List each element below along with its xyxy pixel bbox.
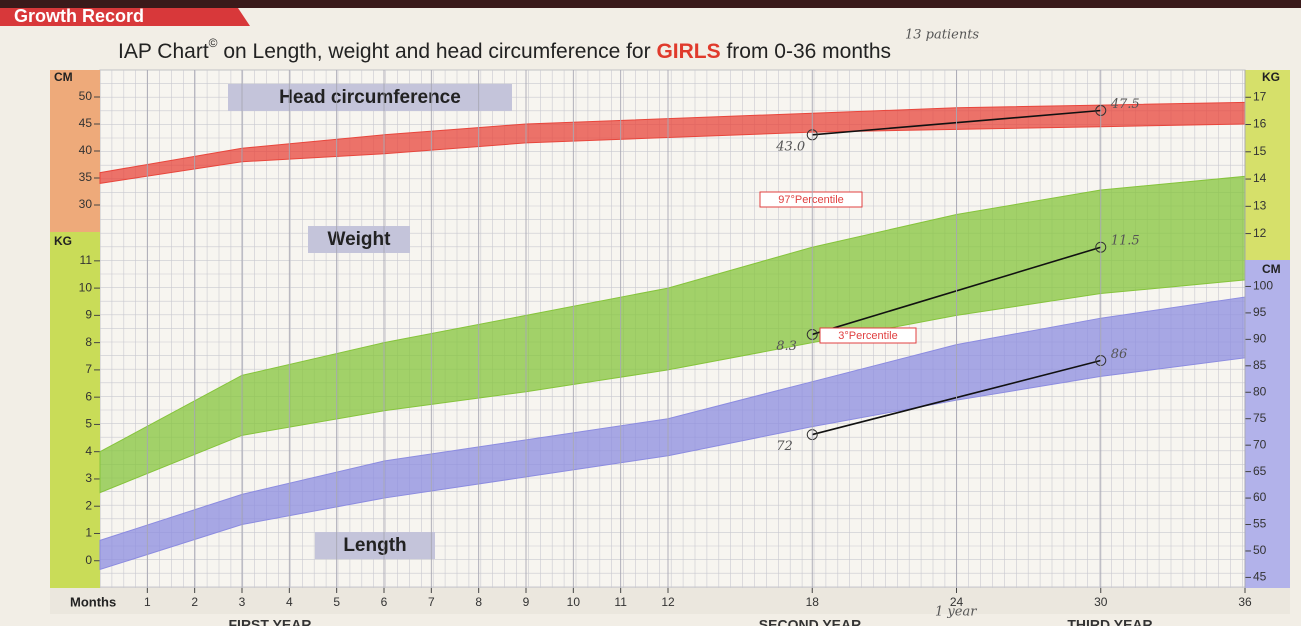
y-tick-label: 35 [79, 170, 93, 184]
y-tick-label: 2 [85, 498, 92, 512]
period-label: FIRST YEAR [229, 617, 312, 626]
point-label: 86 [1111, 347, 1128, 362]
y-tick-label: 85 [1253, 358, 1267, 372]
y-tick-label: 65 [1253, 464, 1267, 478]
x-tick-label: 5 [333, 595, 340, 609]
y-tick-label: 17 [1253, 89, 1267, 103]
y-tick-label: 40 [79, 143, 93, 157]
x-tick-label: 10 [567, 595, 581, 609]
axis-unit: KG [1262, 70, 1280, 84]
y-tick-label: 60 [1253, 490, 1267, 504]
y-tick-label: 4 [85, 444, 92, 458]
point-label: 43.0 [775, 139, 805, 154]
axis-unit: KG [54, 234, 72, 248]
y-tick-label: 70 [1253, 437, 1267, 451]
axis-column [50, 70, 100, 232]
x-tick-label: 9 [523, 595, 530, 609]
y-tick-label: 80 [1253, 384, 1267, 398]
y-tick-label: 8 [85, 335, 92, 349]
y-tick-label: 16 [1253, 117, 1267, 131]
y-tick-label: 55 [1253, 517, 1267, 531]
x-axis-title: Months [70, 594, 116, 609]
y-tick-label: 95 [1253, 305, 1267, 319]
x-tick-label: 7 [428, 595, 435, 609]
period-label: SECOND YEAR [759, 617, 861, 626]
period-label: THIRD YEAR [1067, 617, 1152, 626]
y-tick-label: 1 [85, 526, 92, 540]
axis-unit: CM [1262, 262, 1281, 276]
percentile-label: 97°Percentile [778, 194, 844, 206]
x-tick-label: 36 [1238, 595, 1252, 609]
percentile-label: 3°Percentile [838, 330, 897, 342]
x-tick-label: 4 [286, 595, 293, 609]
axis-column [50, 232, 100, 588]
x-tick-label: 6 [381, 595, 388, 609]
point-label: 47.5 [1110, 97, 1140, 112]
x-tick-label: 12 [661, 595, 675, 609]
axis-column [1245, 70, 1290, 260]
panel-label: Head circumference [279, 87, 461, 108]
title-mark: © [209, 36, 218, 50]
axis-unit: CM [54, 70, 73, 84]
y-tick-label: 0 [85, 553, 92, 567]
y-tick-label: 45 [79, 116, 93, 130]
y-tick-label: 12 [1253, 226, 1267, 240]
top-bar [0, 0, 1301, 8]
y-tick-label: 10 [79, 280, 93, 294]
y-tick-label: 90 [1253, 332, 1267, 346]
axis-column [1245, 260, 1290, 588]
x-tick-label: 11 [614, 595, 627, 609]
x-tick-label: 2 [191, 595, 198, 609]
y-tick-label: 11 [80, 253, 93, 267]
y-tick-label: 50 [1253, 543, 1267, 557]
point-label: 72 [776, 439, 793, 454]
panel-label: Length [343, 535, 406, 556]
x-tick-label: 3 [239, 595, 246, 609]
y-tick-label: 45 [1253, 570, 1267, 584]
x-tick-label: 8 [475, 595, 482, 609]
point-label: 8.3 [776, 339, 797, 354]
title-part: from 0-36 months [721, 40, 891, 63]
plot: CM303540455043.047.5KGKG0123456789101112… [50, 70, 1290, 626]
handwritten-note: 1 year [935, 605, 977, 620]
x-tick-label: 18 [806, 595, 820, 609]
handwritten-note: 13 patients [905, 28, 979, 43]
y-tick-label: 3 [85, 471, 92, 485]
y-tick-label: 30 [79, 197, 93, 211]
y-tick-label: 75 [1253, 411, 1267, 425]
title-part: on Length, weight and head circumference… [218, 40, 657, 63]
y-tick-label: 13 [1253, 198, 1267, 212]
x-tick-label: 30 [1094, 595, 1108, 609]
chart-title: IAP Chart© on Length, weight and head ci… [118, 36, 891, 62]
y-tick-label: 14 [1253, 171, 1267, 185]
y-tick-label: 6 [85, 389, 92, 403]
y-tick-label: 50 [79, 89, 93, 103]
x-tick-label: 1 [144, 595, 151, 609]
point-label: 11.5 [1111, 234, 1140, 249]
y-tick-label: 5 [85, 417, 92, 431]
tab-label: Growth Record [14, 6, 144, 26]
y-tick-label: 7 [85, 362, 92, 376]
y-tick-label: 100 [1253, 279, 1273, 293]
title-part: IAP Chart [118, 40, 209, 63]
y-tick-label: 9 [85, 308, 92, 322]
growth-chart: Growth Record 13 patients IAP Chart© on … [0, 0, 1301, 626]
title-highlight: GIRLS [656, 40, 720, 63]
y-tick-label: 15 [1253, 144, 1267, 158]
